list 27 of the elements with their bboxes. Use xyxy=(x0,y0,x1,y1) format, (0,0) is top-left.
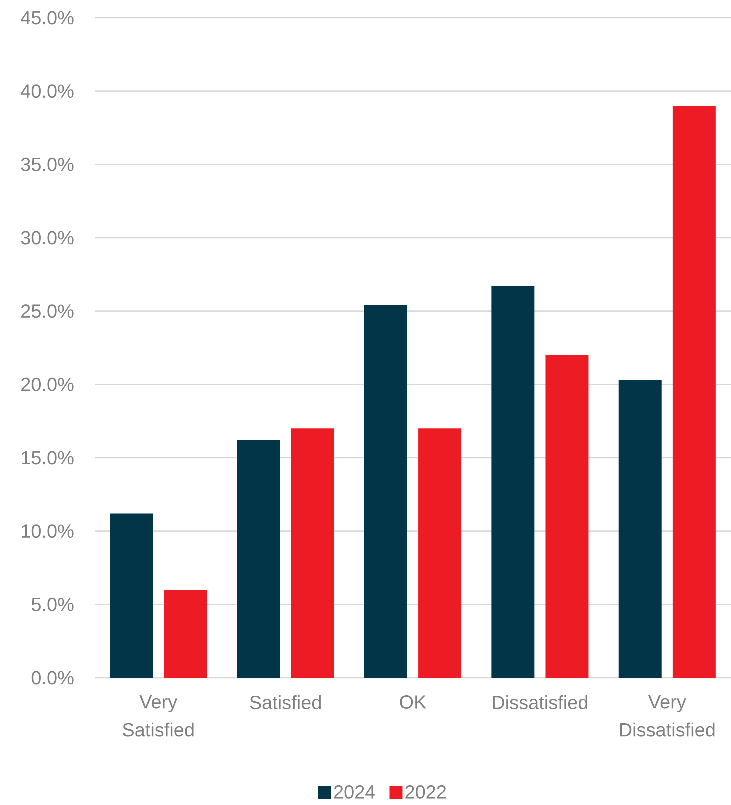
bar xyxy=(164,590,208,678)
y-tick-label: 45.0% xyxy=(21,11,74,25)
bar xyxy=(418,428,462,678)
legend-label: 2024 xyxy=(334,785,376,799)
y-tick-label: 15.0% xyxy=(22,451,74,465)
legend-label: 2022 xyxy=(406,785,446,799)
bar xyxy=(237,440,280,678)
bar xyxy=(546,355,589,678)
bar xyxy=(672,106,716,678)
y-tick-label: 40.0% xyxy=(21,84,74,98)
bar xyxy=(618,380,662,678)
y-tick-label: 5.0% xyxy=(32,598,74,612)
y-tick-label: 20.0% xyxy=(22,378,74,392)
y-tick-label: 35.0% xyxy=(21,158,74,172)
bar xyxy=(492,286,535,678)
x-tick-label: Very Dissatisfied xyxy=(620,696,715,737)
y-tick-label: 25.0% xyxy=(22,304,74,318)
y-tick-label: 0.0% xyxy=(32,671,74,685)
x-tick-label: Dissatisfied xyxy=(493,696,588,710)
x-tick-label: Satisfied xyxy=(250,696,321,710)
x-tick-label: Very Satisfied xyxy=(123,696,194,737)
y-tick-label: 10.0% xyxy=(22,524,74,538)
bar xyxy=(364,305,408,678)
bar xyxy=(110,514,154,678)
x-tick-label: OK xyxy=(400,696,427,709)
y-tick-label: 30.0% xyxy=(21,231,74,245)
bar xyxy=(291,428,334,678)
